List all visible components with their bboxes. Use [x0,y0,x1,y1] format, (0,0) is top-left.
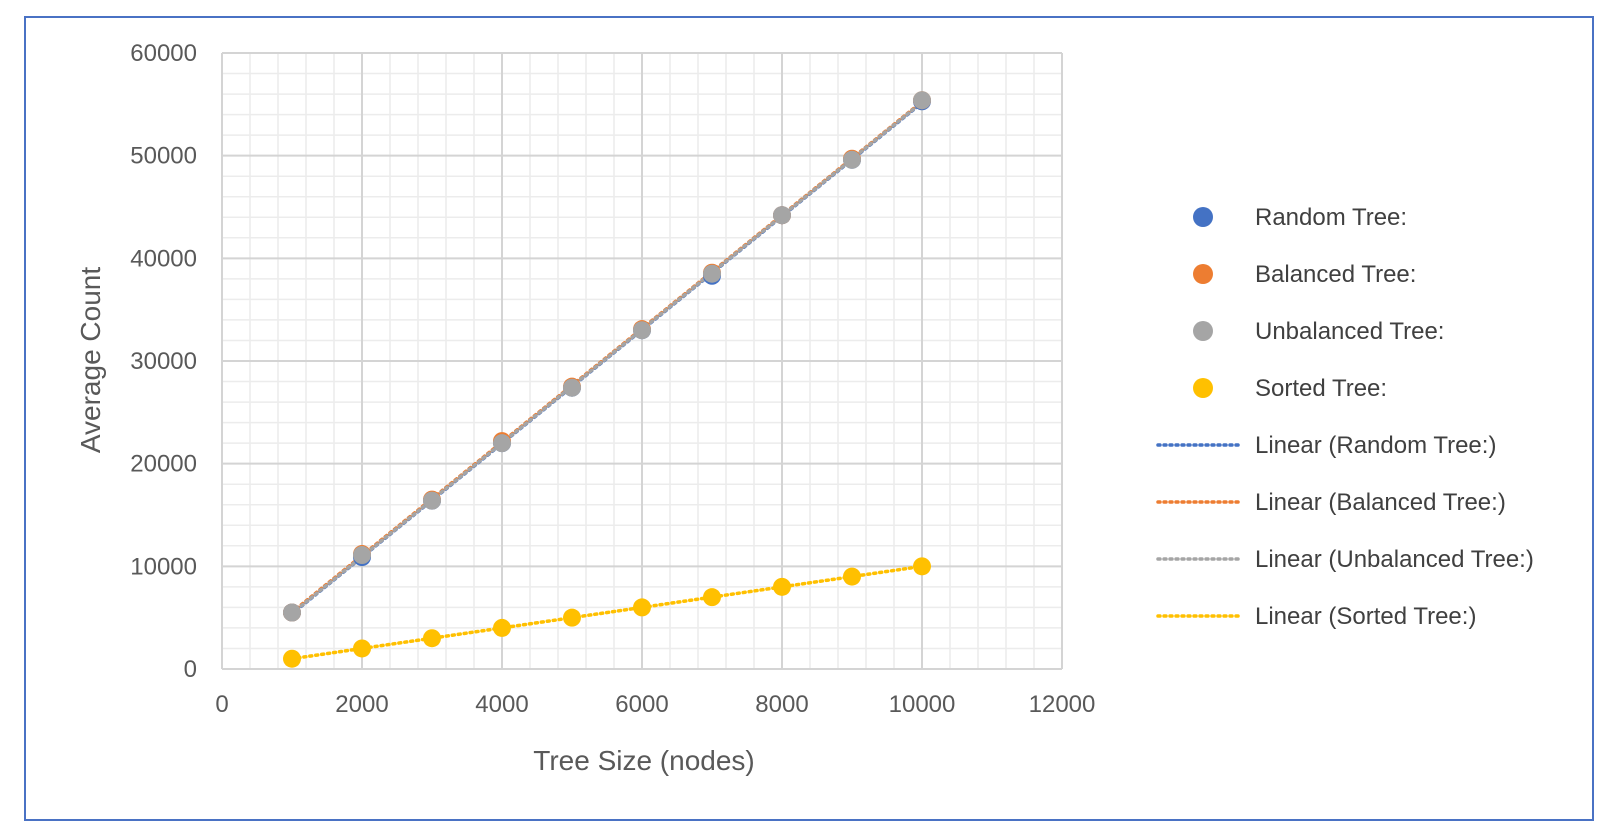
legend-marker [1193,264,1213,284]
data-point [423,629,441,648]
data-point [773,577,791,596]
major-gridlines [221,52,1063,670]
x-tick-label: 4000 [475,691,528,718]
legend-marker [1193,207,1213,227]
data-point [633,598,651,617]
data-point [843,567,861,586]
legend-marker [1193,378,1213,398]
legend-marker [1193,321,1213,341]
y-tick-label: 20000 [130,451,197,478]
legend-label: Linear (Unbalanced Tree:) [1255,546,1534,573]
legend-label: Balanced Tree: [1255,261,1416,288]
x-tick-label: 8000 [755,691,808,718]
trendline [290,100,924,616]
data-point [913,91,931,110]
data-point [493,434,511,453]
legend-label: Sorted Tree: [1255,375,1387,402]
x-tick-label: 0 [215,691,228,718]
x-tick-label: 2000 [335,691,388,718]
x-tick-label: 12000 [1029,691,1096,718]
legend-label: Linear (Random Tree:) [1255,432,1496,459]
y-axis-title: Average Count [75,267,106,454]
data-point [703,264,721,283]
data-point [283,603,301,622]
y-tick-label: 30000 [130,348,197,375]
data-point [703,588,721,607]
y-axis-tick-labels: 0 10000 20000 30000 40000 50000 60000 [130,40,197,683]
data-point [773,206,791,225]
legend-label: Linear (Sorted Tree:) [1255,603,1476,630]
y-tick-label: 10000 [130,553,197,580]
x-axis-title: Tree Size (nodes) [533,745,755,776]
y-tick-label: 40000 [130,245,197,272]
trendlines [290,99,924,661]
legend-label: Unbalanced Tree: [1255,318,1444,345]
y-tick-label: 0 [184,656,197,683]
legend-label: Linear (Balanced Tree:) [1255,489,1506,516]
x-tick-label: 10000 [889,691,956,718]
data-point [843,150,861,169]
data-point [913,557,931,576]
legend: Random Tree: Balanced Tree: Unbalanced Tre… [1156,204,1534,630]
data-point [283,649,301,668]
y-tick-label: 50000 [130,143,197,170]
legend-label: Random Tree: [1255,204,1407,231]
y-tick-label: 60000 [130,40,197,67]
data-point [563,378,581,397]
chart-frame [24,16,1594,821]
data-points [283,91,931,668]
x-axis-tick-labels: 0 2000 4000 6000 8000 10000 12000 [215,691,1095,718]
data-point [493,618,511,637]
x-tick-label: 6000 [615,691,668,718]
trendline [290,564,924,661]
data-point [353,639,371,658]
data-point [353,546,371,565]
data-point [563,608,581,627]
data-point [633,321,651,340]
trendline [290,99,924,615]
data-point [423,491,441,510]
